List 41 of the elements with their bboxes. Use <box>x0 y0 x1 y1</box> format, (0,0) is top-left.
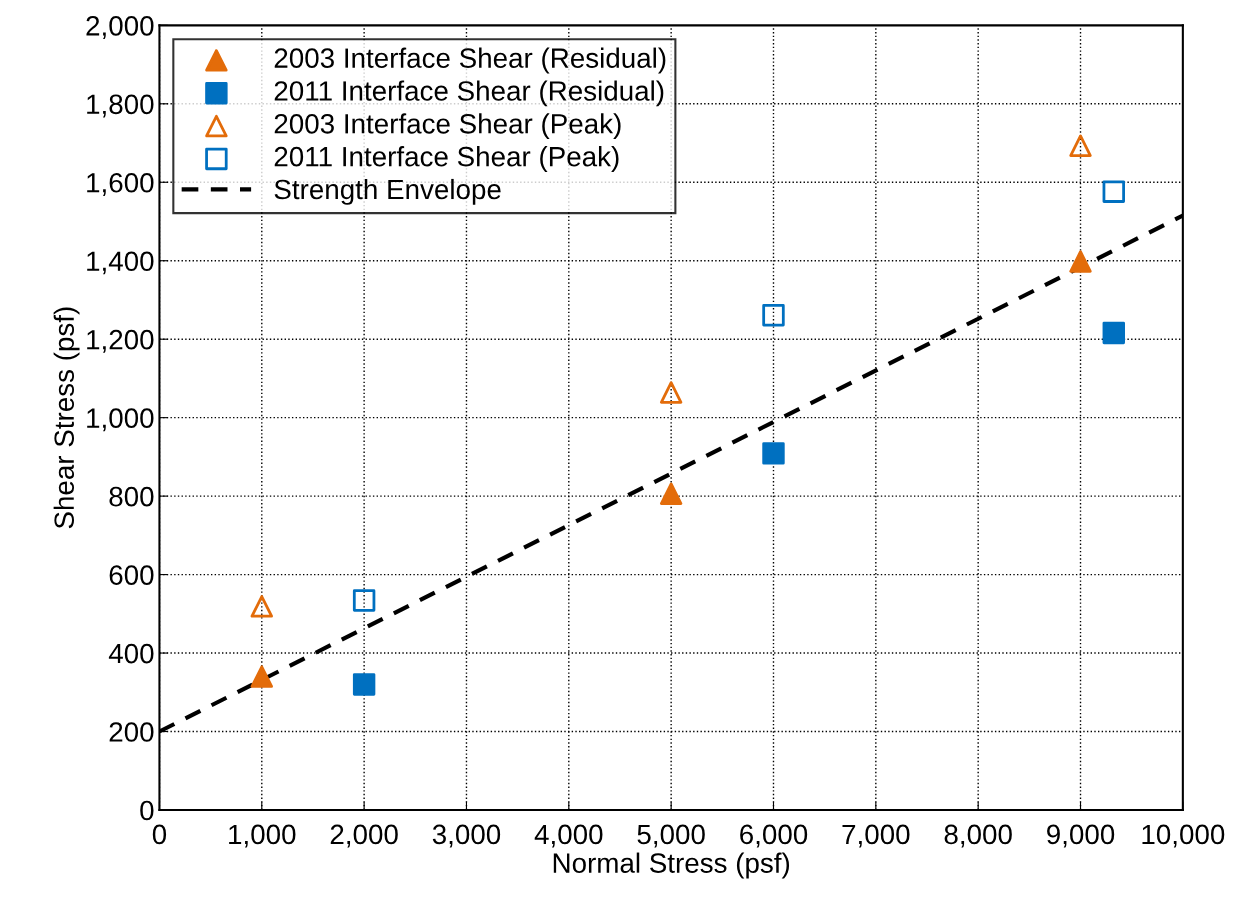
point <box>250 665 273 688</box>
x-tick-label: 3,000 <box>432 824 501 848</box>
y-tick-label: 1,800 <box>87 94 154 118</box>
point <box>1102 321 1125 345</box>
y-tick-label: 1,400 <box>87 251 154 275</box>
x-tick-label: 2,000 <box>330 824 398 848</box>
point <box>352 589 376 612</box>
y-tick-label: 1,200 <box>87 329 154 353</box>
y-tick-label: 1,000 <box>87 408 154 432</box>
point <box>250 595 273 618</box>
point <box>1102 180 1125 203</box>
legend-label: 2003 Interface Shear (Residual) <box>274 47 666 74</box>
y-axis-title: Shear Stress (psf) <box>53 307 80 529</box>
y-tick-label: 600 <box>109 565 154 585</box>
point <box>1069 250 1092 273</box>
legend-label: 2003 Interface Shear (Peak) <box>274 113 621 140</box>
point <box>762 304 785 327</box>
y-tick-label: 1,600 <box>87 172 154 196</box>
point <box>1069 134 1092 157</box>
y-tick-label: 0 <box>140 800 154 821</box>
x-tick-label: 6,000 <box>740 824 808 848</box>
y-tick-label: 400 <box>108 643 154 664</box>
x-axis-title: Normal Stress (psf) <box>553 852 790 879</box>
x-tick-label: 9,000 <box>1047 824 1115 848</box>
x-tick-label: 4,000 <box>534 824 603 848</box>
y-tick-label: 800 <box>109 486 154 507</box>
y-tick-label: 2,000 <box>86 16 154 39</box>
point <box>762 442 785 465</box>
x-tick-label: 7,000 <box>842 824 910 848</box>
legend-label: Strength Envelope <box>274 178 501 205</box>
point <box>352 673 376 696</box>
legend-label: 2011 Interface Shear (Peak) <box>274 146 619 172</box>
legend-label: 2011 Interface Shear (Residual) <box>274 80 664 107</box>
x-tick-label: 1,000 <box>229 824 296 848</box>
y-tick-label: 200 <box>109 722 154 742</box>
x-tick-label: 10,000 <box>1142 824 1225 848</box>
x-tick-label: 5,000 <box>637 824 705 848</box>
x-tick-label: 8,000 <box>944 824 1012 848</box>
point <box>659 482 683 505</box>
point <box>659 381 683 404</box>
x-tick-label: 0 <box>152 824 167 845</box>
